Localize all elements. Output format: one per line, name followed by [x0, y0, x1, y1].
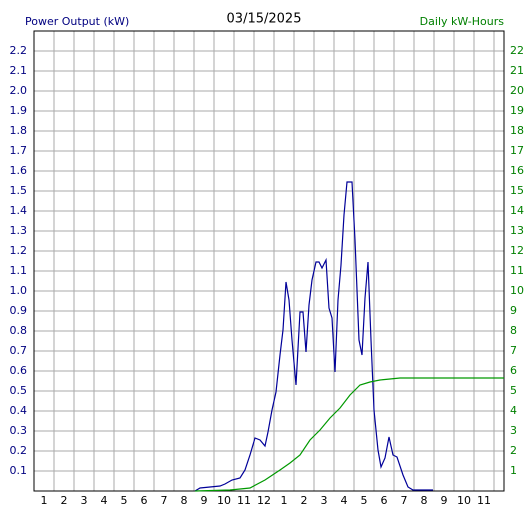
y2-tick-label: 3: [510, 424, 517, 437]
y-tick-label: 1.9: [10, 104, 28, 117]
y2-tick-label: 12: [510, 244, 524, 257]
y-tick-label: 1.5: [10, 184, 28, 197]
x-tick-label: 9: [201, 494, 208, 507]
x-tick-label: 6: [381, 494, 388, 507]
x-tick-label: 3: [321, 494, 328, 507]
y2-tick-label: 5: [510, 384, 517, 397]
chart-title: 03/15/2025: [227, 12, 302, 27]
y2-tick-label: 15: [510, 184, 524, 197]
y2-tick-label: 7: [510, 344, 517, 357]
y-tick-label: 2.1: [10, 64, 28, 77]
x-tick-label: 8: [421, 494, 428, 507]
y2-tick-label: 21: [510, 64, 524, 77]
y2-tick-label: 8: [510, 324, 517, 337]
y-tick-label: 1.0: [10, 284, 28, 297]
x-tick-label: 10: [217, 494, 231, 507]
x-tick-label: 9: [441, 494, 448, 507]
y-tick-label: 2.2: [10, 44, 28, 57]
x-tick-label: 10: [457, 494, 471, 507]
y2-tick-label: 2: [510, 444, 517, 457]
y2-tick-label: 1: [510, 464, 517, 477]
x-tick-label: 3: [81, 494, 88, 507]
x-tick-label: 7: [161, 494, 168, 507]
y2-tick-label: 10: [510, 284, 524, 297]
y2-tick-label: 9: [510, 304, 517, 317]
series-line: [194, 377, 504, 492]
x-tick-label: 2: [61, 494, 68, 507]
y-tick-label: 1.4: [10, 204, 28, 217]
y2-tick-label: 20: [510, 84, 524, 97]
y2-tick-label: 19: [510, 104, 524, 117]
y-tick-label: 1.7: [10, 144, 28, 157]
y2-tick-label: 16: [510, 164, 524, 177]
x-tick-label: 11: [477, 494, 491, 507]
x-tick-label: 2: [301, 494, 308, 507]
y-tick-label: 0.6: [10, 364, 28, 377]
y2-tick-label: 4: [510, 404, 517, 417]
y-tick-label: 0.1: [10, 464, 28, 477]
y-tick-label: 0.9: [10, 304, 28, 317]
y-tick-label: 2.0: [10, 84, 28, 97]
y2-axis-title: Daily kW-Hours: [420, 15, 505, 28]
plot-frame: [33, 30, 505, 492]
y2-tick-label: 22: [510, 44, 524, 57]
x-tick-label: 5: [361, 494, 368, 507]
x-tick-label: 4: [101, 494, 108, 507]
x-tick-label: 5: [121, 494, 128, 507]
x-tick-label: 7: [401, 494, 408, 507]
x-tick-label: 11: [237, 494, 251, 507]
y-tick-label: 0.3: [10, 424, 28, 437]
y-tick-label: 0.4: [10, 404, 28, 417]
x-tick-label: 6: [141, 494, 148, 507]
y-tick-label: 0.7: [10, 344, 28, 357]
y2-tick-label: 11: [510, 264, 524, 277]
y-tick-label: 0.2: [10, 444, 28, 457]
y-tick-label: 1.2: [10, 244, 28, 257]
y2-tick-label: 18: [510, 124, 524, 137]
y-tick-label: 0.8: [10, 324, 28, 337]
y-tick-label: 1.6: [10, 164, 28, 177]
y-tick-label: 1.1: [10, 264, 28, 277]
y2-tick-label: 14: [510, 204, 524, 217]
y2-tick-label: 13: [510, 224, 524, 237]
y-tick-label: 0.5: [10, 384, 28, 397]
y-axis-title: Power Output (kW): [25, 15, 129, 28]
y2-tick-label: 6: [510, 364, 517, 377]
series-line: [194, 181, 433, 492]
x-tick-label: 1: [281, 494, 288, 507]
x-tick-label: 1: [41, 494, 48, 507]
y-tick-label: 1.3: [10, 224, 28, 237]
x-tick-label: 4: [341, 494, 348, 507]
x-tick-label: 8: [181, 494, 188, 507]
y-tick-label: 1.8: [10, 124, 28, 137]
x-tick-label: 12: [257, 494, 271, 507]
y2-tick-label: 17: [510, 144, 524, 157]
